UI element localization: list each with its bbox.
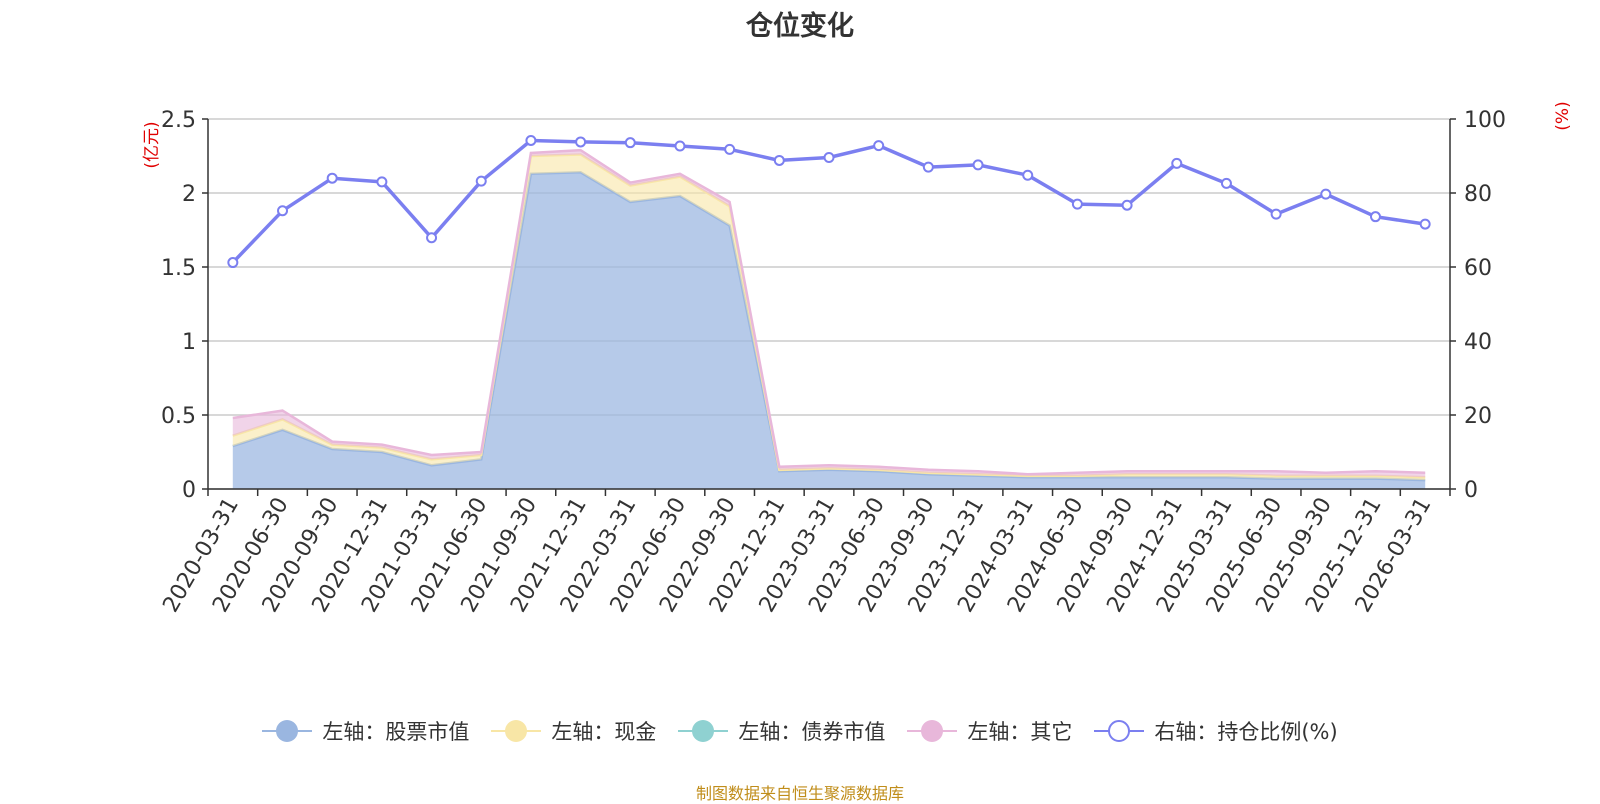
legend-item-bond[interactable]: 左轴：债券市值 <box>678 716 885 746</box>
ratio-point <box>278 206 287 215</box>
ratio-point <box>228 258 237 267</box>
left-tick-label: 1 <box>182 330 196 355</box>
area-cash <box>233 155 1425 481</box>
ratio-point <box>1073 200 1082 209</box>
left-tick-label: 1.5 <box>161 256 196 281</box>
legend-label-other: 左轴：其它 <box>967 716 1072 746</box>
ratio-point <box>1272 210 1281 219</box>
legend-item-cash[interactable]: 左轴：现金 <box>491 716 656 746</box>
legend-symbol-ratio <box>1094 719 1144 743</box>
legend-symbol-bond <box>678 719 728 743</box>
area-stock <box>233 172 1425 489</box>
ratio-point <box>377 177 386 186</box>
ratio-point <box>775 156 784 165</box>
legend-label-stock: 左轴：股票市值 <box>322 716 469 746</box>
ratio-point <box>974 160 983 169</box>
right-tick-label: 80 <box>1464 182 1492 207</box>
legend-label-cash: 左轴：现金 <box>551 716 656 746</box>
ratio-point <box>924 163 933 172</box>
ratio-point <box>1123 201 1132 210</box>
right-tick-label: 40 <box>1464 330 1492 355</box>
right-axis-unit: (%) <box>1553 101 1573 130</box>
ratio-line-series <box>228 136 1429 267</box>
legend-item-ratio[interactable]: 右轴：持仓比例(%) <box>1094 716 1337 746</box>
ratio-point <box>825 153 834 162</box>
source-note: 制图数据来自恒生聚源数据库 <box>0 780 1600 804</box>
ratio-point <box>1321 190 1330 199</box>
ratio-point <box>1172 159 1181 168</box>
left-axis-unit: (亿元) <box>142 121 162 168</box>
position-change-chart: 00.511.522.5020406080100(亿元)(%)2020-03-3… <box>0 0 1600 700</box>
right-tick-label: 20 <box>1464 404 1492 429</box>
ratio-point <box>477 177 486 186</box>
ratio-point <box>1222 179 1231 188</box>
ratio-point <box>1371 212 1380 221</box>
legend-symbol-other <box>907 719 957 743</box>
right-tick-label: 100 <box>1464 108 1506 133</box>
left-tick-label: 0 <box>182 478 196 503</box>
legend-symbol-cash <box>491 719 541 743</box>
legend-label-bond: 左轴：债券市值 <box>738 716 885 746</box>
area-line-other <box>233 150 1425 474</box>
left-tick-label: 2 <box>182 182 196 207</box>
area-line-cash <box>233 155 1425 478</box>
ratio-point <box>1421 220 1430 229</box>
ratio-point <box>1023 171 1032 180</box>
ratio-point <box>328 174 337 183</box>
grid-lines <box>208 119 1450 489</box>
right-tick-label: 60 <box>1464 256 1492 281</box>
ratio-point <box>675 142 684 151</box>
area-other <box>233 150 1425 477</box>
legend-label-ratio: 右轴：持仓比例(%) <box>1154 716 1337 746</box>
legend-symbol-stock <box>262 719 312 743</box>
right-tick-label: 0 <box>1464 478 1478 503</box>
ratio-point <box>626 138 635 147</box>
left-tick-label: 2.5 <box>161 108 196 133</box>
ratio-point <box>526 136 535 145</box>
ratio-point <box>576 137 585 146</box>
area-line-stock <box>233 172 1425 480</box>
stacked-areas <box>233 150 1425 489</box>
ratio-point <box>427 233 436 242</box>
legend-item-other[interactable]: 左轴：其它 <box>907 716 1072 746</box>
ratio-point <box>725 145 734 154</box>
ratio-point <box>874 141 883 150</box>
left-tick-label: 0.5 <box>161 404 196 429</box>
chart-legend[interactable]: 左轴：股票市值 左轴：现金 左轴：债券市值 左轴：其它 右轴：持仓比例(%) <box>0 716 1600 746</box>
legend-item-stock[interactable]: 左轴：股票市值 <box>262 716 469 746</box>
